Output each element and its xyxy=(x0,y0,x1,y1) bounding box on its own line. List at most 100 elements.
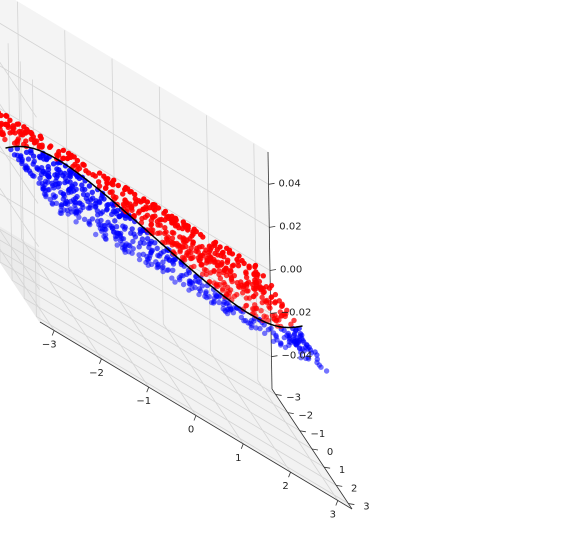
scatter-point xyxy=(253,291,259,297)
x-tick-mark xyxy=(288,472,291,478)
scatter-point xyxy=(262,330,268,336)
scatter-point xyxy=(169,235,176,241)
scatter-point xyxy=(172,215,179,221)
scatter-point xyxy=(170,267,176,273)
scatter-point xyxy=(197,279,203,286)
scatter-point xyxy=(225,300,231,306)
scatter-point xyxy=(139,236,146,242)
scatter-point xyxy=(312,349,318,355)
x-grid-line xyxy=(17,1,102,360)
decision-curve-group xyxy=(5,145,303,329)
scatter-point xyxy=(212,239,219,245)
scatter-point xyxy=(165,267,171,273)
scatter-point xyxy=(243,302,250,309)
y-tick-mark xyxy=(287,412,294,415)
scatter-point xyxy=(157,230,163,236)
scatter-point xyxy=(34,165,40,171)
z-tick-label: 0.02 xyxy=(279,221,301,232)
scatter-point xyxy=(163,229,169,235)
scatter-point xyxy=(52,193,59,200)
scatter-point xyxy=(50,161,57,167)
scatter-point xyxy=(212,291,218,297)
scatter-point xyxy=(191,263,197,270)
scatter-point xyxy=(256,278,263,285)
scatter-point xyxy=(229,251,236,257)
scatter-point xyxy=(60,155,67,161)
tick-marks xyxy=(51,182,355,506)
scatter-point xyxy=(165,234,171,240)
z-tick-label: 0.04 xyxy=(279,178,301,189)
scatter-point xyxy=(157,222,163,228)
scatter-point xyxy=(73,186,79,193)
scatter-point xyxy=(73,219,79,225)
scatter-point xyxy=(277,340,284,346)
scatter-point xyxy=(77,200,83,206)
scatter-point xyxy=(37,133,43,139)
scatter-point xyxy=(172,279,178,285)
scatter-point xyxy=(89,189,96,195)
scatter-point xyxy=(136,252,142,258)
scatter-point xyxy=(206,243,213,249)
x-tick-mark xyxy=(146,387,150,393)
scatter-point xyxy=(96,170,103,176)
x-grid-line xyxy=(253,143,339,501)
scatter-point xyxy=(190,254,196,260)
scatter-point xyxy=(284,307,290,313)
x-tick-mark xyxy=(99,358,102,364)
scatter-point xyxy=(131,212,137,219)
scatter-point xyxy=(8,146,14,153)
scatter-point xyxy=(39,142,45,148)
scatter-point xyxy=(234,291,240,298)
y-grid-line xyxy=(0,250,301,432)
scatter-point xyxy=(109,189,115,195)
scatter-point xyxy=(188,249,194,256)
scatter-point xyxy=(227,267,234,273)
scatter-point xyxy=(105,219,111,225)
scatter-point xyxy=(216,268,222,274)
x-tick-label: −1 xyxy=(136,396,151,407)
scatter-point xyxy=(183,243,189,250)
scatter-point xyxy=(305,354,311,361)
scatter-point xyxy=(231,273,237,279)
scatter-point xyxy=(136,256,143,263)
scatter-point xyxy=(190,239,196,245)
scatter-point xyxy=(203,271,209,278)
y-tick-label: −2 xyxy=(298,411,313,422)
scatter-point xyxy=(162,225,168,231)
x-tick-label: 3 xyxy=(330,510,336,521)
scatter-point xyxy=(21,124,27,130)
scatter-point xyxy=(0,110,1,115)
scatter-point xyxy=(3,112,9,119)
scatter-point xyxy=(263,314,269,320)
scatter-point xyxy=(314,356,320,362)
scatter-point xyxy=(197,231,204,238)
scatter-point xyxy=(4,121,10,128)
scatter-point xyxy=(285,330,291,337)
y-tick-mark xyxy=(275,394,282,396)
scatter-point xyxy=(129,226,135,232)
scatter-point xyxy=(210,286,217,293)
y-tick-mark xyxy=(324,466,331,469)
scatter-point xyxy=(95,179,102,185)
scatter-point xyxy=(120,191,126,197)
scatter-point xyxy=(152,213,158,219)
scatter-point xyxy=(152,240,158,246)
scatter-point xyxy=(203,267,209,273)
scatter-point xyxy=(122,197,128,203)
z-tick-label: 0.00 xyxy=(280,265,302,276)
scatter-point xyxy=(251,310,257,316)
scatter-point xyxy=(67,179,73,185)
scatter-point xyxy=(272,291,279,298)
scatter-point xyxy=(323,368,330,374)
scatter-point xyxy=(25,156,32,162)
scatter-point xyxy=(268,325,274,331)
y-tick-label: 0 xyxy=(327,447,333,458)
scatter-point xyxy=(122,224,128,230)
z-grid-line xyxy=(0,108,271,271)
scatter-point xyxy=(28,147,34,154)
y-tick-mark xyxy=(299,430,306,433)
scatter-point xyxy=(15,136,21,142)
scatter-point xyxy=(89,216,96,222)
scatter-point xyxy=(153,259,159,265)
